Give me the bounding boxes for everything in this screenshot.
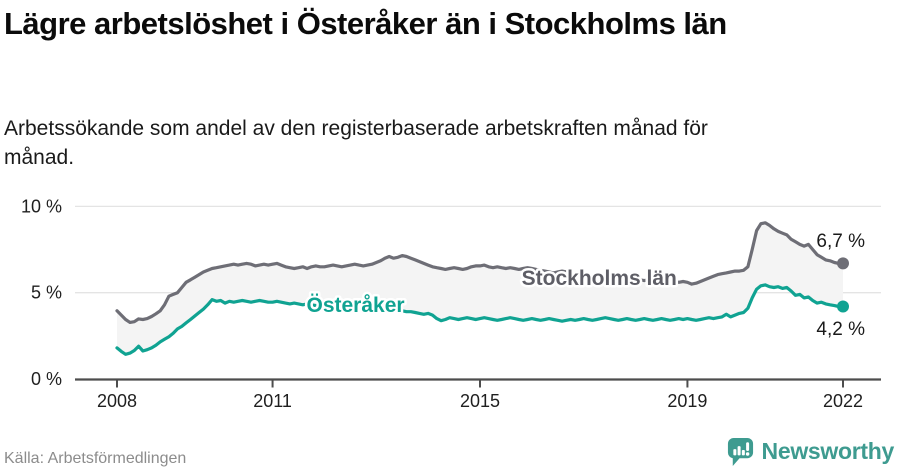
newsworthy-bubble-chart-icon: [727, 437, 753, 466]
source-note: Källa: Arbetsförmedlingen: [4, 450, 187, 467]
y-tick-label: 10 %: [21, 196, 62, 216]
newsworthy-wordmark: Newsworthy: [761, 437, 895, 464]
series-end-dot: [836, 300, 849, 313]
series-line-stockholms-lan: [115, 221, 845, 324]
chart-subtitle: Arbetssökande som andel av den registerb…: [4, 117, 708, 170]
x-tick-label: 2011: [253, 391, 292, 411]
series-end-dot: [836, 257, 849, 270]
x-tick-label: 2008: [97, 391, 137, 411]
x-tick-label: 2019: [667, 391, 707, 411]
series-gap-band: [117, 222, 843, 355]
x-tick-label: 2015: [460, 391, 500, 411]
series-line-osteraker: [115, 283, 845, 356]
y-tick-label: 0 %: [31, 369, 62, 389]
x-tick-label: 2022: [823, 391, 863, 411]
newsworthy-logo: Newsworthy: [726, 436, 894, 466]
series-end-value-label: 4,2 %: [816, 319, 865, 340]
series-end-value-label: 6,7 %: [816, 231, 865, 252]
page-title: Lägre arbetslöshet i Österåker än i Stoc…: [4, 6, 727, 41]
y-tick-label: 5 %: [31, 283, 62, 303]
series-inline-label: Österåker: [307, 294, 405, 317]
series-inline-label: Stockholms län: [522, 267, 677, 290]
